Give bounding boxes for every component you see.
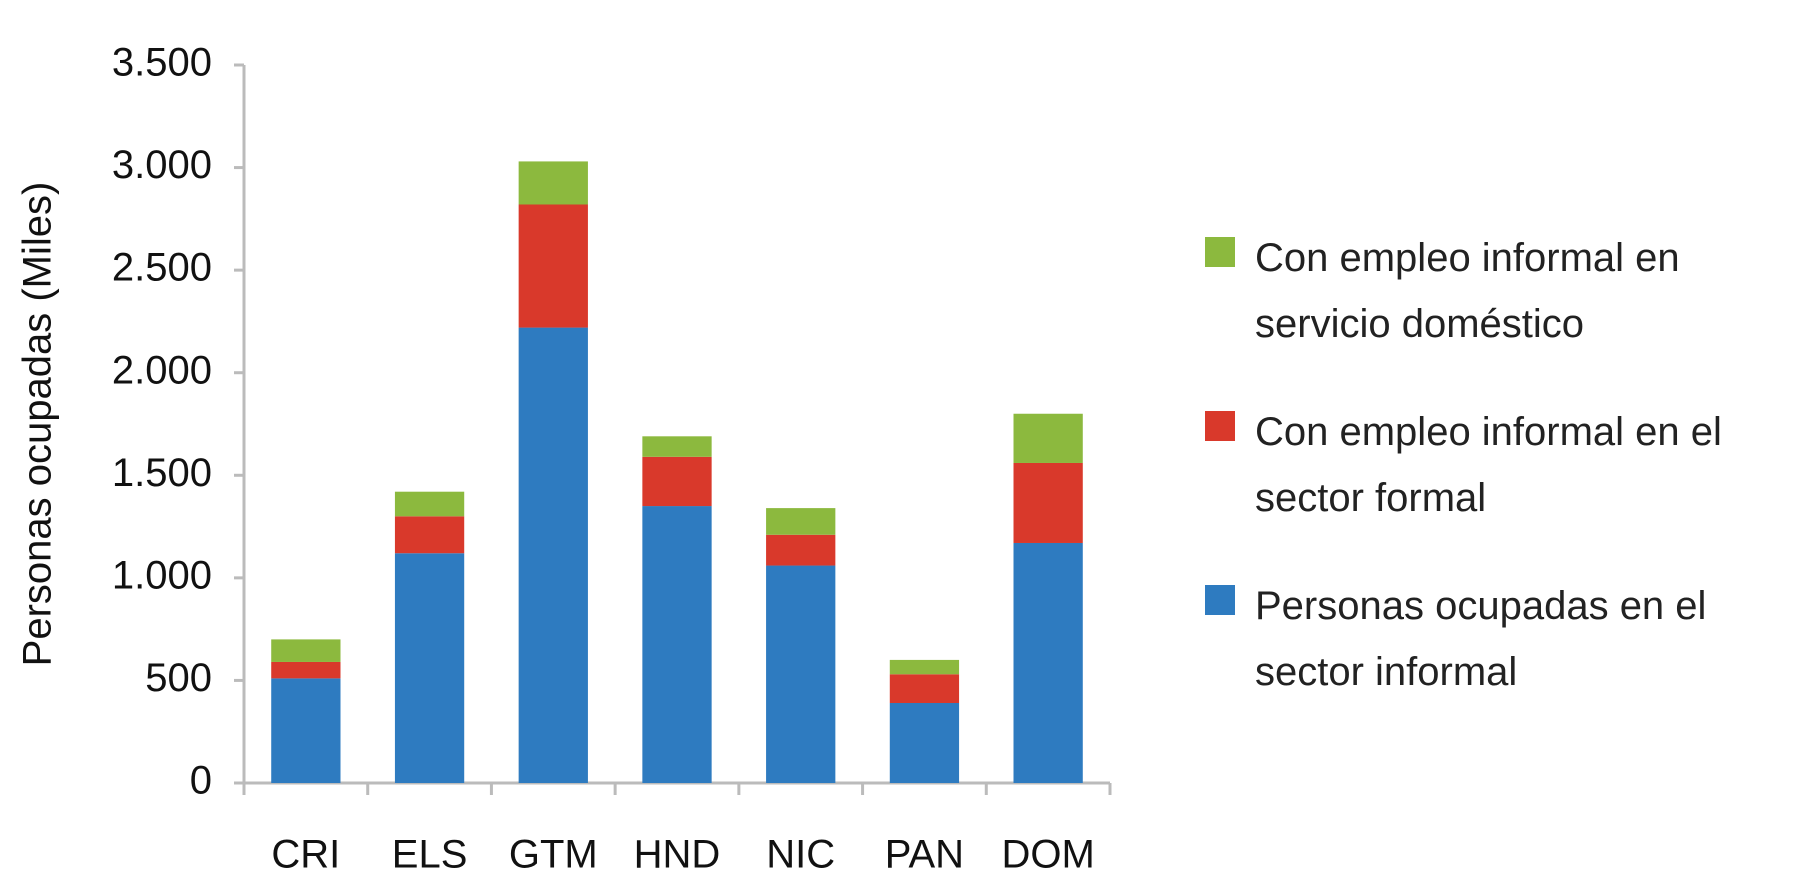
legend: Con empleo informal en servicio doméstic… [1205, 225, 1795, 747]
legend-swatch [1205, 585, 1235, 615]
bar-segment [394, 516, 465, 554]
bar-segment [394, 553, 465, 783]
y-tick-label: 2.000 [112, 348, 212, 392]
x-tick-label: ELS [392, 833, 468, 877]
legend-entry: Con empleo informal en el sector formal [1205, 399, 1795, 531]
bar-segment [518, 327, 588, 783]
x-tick-label: DOM [1001, 833, 1094, 877]
y-tick-label: 3.000 [112, 143, 212, 187]
legend-entry: Personas ocupadas en el sector informal [1205, 573, 1795, 705]
bar-segment [1013, 413, 1083, 463]
y-tick-label: 2.500 [112, 246, 212, 290]
x-tick-label: GTM [509, 833, 598, 877]
bar-segment [889, 702, 960, 783]
bar-segment [271, 678, 341, 783]
bar-segment [518, 161, 588, 205]
y-tick-label: 1.500 [112, 451, 212, 495]
y-tick-label: 3.500 [112, 41, 212, 85]
bar-segment [889, 659, 960, 675]
bar-segment [642, 456, 712, 507]
legend-swatch [1205, 237, 1235, 267]
bar-segment [766, 534, 836, 566]
x-tick-label: HND [634, 833, 721, 877]
legend-label: Con empleo informal en el sector formal [1255, 410, 1722, 520]
bar-segment [271, 639, 341, 662]
x-tick-label: CRI [271, 833, 340, 877]
y-axis-label: Personas ocupadas (Miles) [16, 182, 60, 667]
x-tick-label: NIC [766, 833, 835, 877]
legend-label: Con empleo informal en servicio doméstic… [1255, 236, 1680, 346]
bar-segment [642, 436, 712, 457]
bar-segment [271, 661, 341, 679]
bar-segment [1013, 542, 1083, 783]
y-tick-label: 0 [190, 759, 212, 803]
bar-segment [766, 508, 836, 535]
y-tick-label: 1.000 [112, 553, 212, 597]
bar-segment [642, 506, 712, 783]
bar-segment [394, 491, 465, 517]
legend-label: Personas ocupadas en el sector informal [1255, 584, 1707, 694]
x-tick-label: PAN [885, 833, 964, 877]
legend-entry: Con empleo informal en servicio doméstic… [1205, 225, 1795, 357]
legend-swatch [1205, 411, 1235, 441]
bar-segment [889, 674, 960, 703]
bar-segment [766, 565, 836, 783]
y-tick-label: 500 [145, 656, 212, 700]
bar-segment [1013, 462, 1083, 543]
bar-segment [518, 204, 588, 328]
